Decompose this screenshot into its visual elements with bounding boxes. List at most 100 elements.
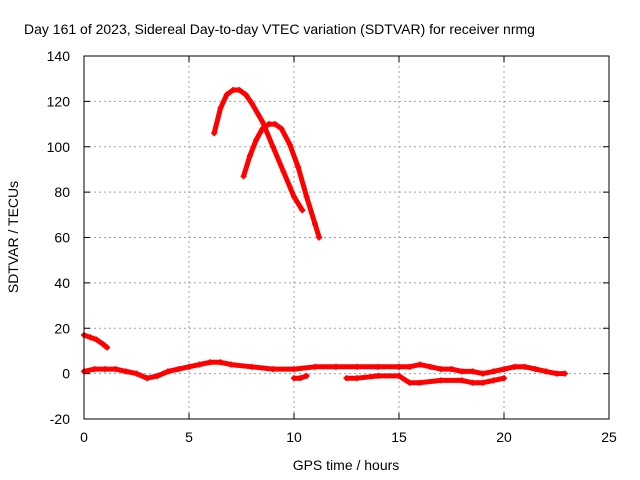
y-axis-label: SDTVAR / TECUs: [5, 181, 21, 293]
data-point: [102, 366, 108, 373]
data-point: [278, 125, 285, 132]
data-point: [316, 234, 323, 241]
y-tick-label: 0: [62, 366, 70, 382]
data-point: [396, 363, 402, 370]
data-point: [175, 366, 182, 373]
data-point: [448, 366, 455, 373]
data-point: [511, 363, 518, 370]
data-point: [438, 366, 444, 373]
data-point: [297, 375, 304, 382]
data-point: [312, 363, 318, 370]
data-point: [333, 363, 339, 370]
data-point: [196, 361, 203, 368]
data-point: [303, 372, 310, 379]
x-axis-label: GPS time / hours: [293, 457, 400, 473]
data-point: [553, 370, 560, 377]
series-track: [241, 121, 322, 240]
series-baseline-2: [396, 361, 568, 377]
data-point: [291, 193, 297, 200]
data-point: [291, 366, 297, 373]
data-point: [354, 363, 360, 370]
grid: [84, 56, 609, 419]
x-tick-label: 5: [185, 429, 193, 445]
data-point: [427, 363, 434, 370]
data-point: [112, 366, 119, 373]
data-point: [154, 372, 161, 379]
data-point: [93, 336, 100, 343]
data-point: [165, 368, 171, 375]
data-point: [249, 100, 255, 107]
data-point: [354, 375, 360, 382]
data-point: [299, 207, 306, 214]
data-point: [223, 91, 230, 98]
data-point: [99, 341, 106, 348]
data-point: [501, 375, 507, 382]
data-point: [406, 379, 413, 386]
data-point: [561, 370, 568, 377]
y-tick-label: 100: [47, 139, 71, 155]
series-lower-band: [343, 372, 507, 386]
data-point: [469, 379, 476, 386]
y-tick-label: 140: [47, 48, 71, 64]
data-point: [280, 168, 287, 175]
data-point: [133, 370, 140, 377]
data-point: [490, 368, 497, 375]
data-point: [236, 87, 243, 94]
data-point: [312, 220, 318, 227]
y-tick-label: 60: [54, 230, 70, 246]
data-point: [522, 363, 528, 370]
series-track: [344, 373, 507, 386]
data-point: [211, 130, 218, 137]
data-point: [459, 377, 465, 384]
series-track: [211, 87, 305, 213]
data-point: [240, 173, 247, 180]
data-point: [242, 91, 249, 98]
data-point: [396, 372, 402, 379]
data-point: [265, 121, 272, 128]
data-point: [286, 141, 293, 148]
data-point: [87, 334, 94, 341]
data-point: [246, 152, 253, 159]
y-tick-label: 80: [54, 184, 70, 200]
y-tick-label: -20: [50, 411, 70, 427]
data-point: [272, 121, 279, 128]
data-point: [375, 372, 381, 379]
y-tick-label: 40: [54, 275, 70, 291]
data-point: [270, 366, 276, 373]
data-point: [490, 377, 497, 384]
series-segment: [291, 372, 310, 382]
data-point: [406, 363, 413, 370]
data-point: [230, 87, 237, 94]
data-point: [469, 368, 476, 375]
axis-ticks: 0 5 10 15 20 25 -20 0 20 40 60 80 100 120 140: [47, 48, 617, 445]
x-tick-label: 20: [496, 429, 512, 445]
data-point: [217, 359, 224, 366]
data-point: [303, 193, 310, 200]
series-arc-1: [211, 87, 306, 214]
data-point: [228, 361, 234, 368]
data-point: [104, 344, 111, 351]
data-point: [375, 363, 381, 370]
data-point: [253, 136, 260, 143]
y-tick-label: 20: [54, 320, 70, 336]
series-track: [396, 362, 568, 377]
data-point: [501, 366, 507, 373]
series-short-arc: [81, 332, 111, 351]
data-point: [249, 363, 255, 370]
data-point: [259, 118, 266, 125]
data-point: [417, 361, 423, 368]
series-arc-2: [240, 121, 323, 241]
x-tick-label: 25: [601, 429, 617, 445]
data-point: [459, 368, 465, 375]
chart-title: Day 161 of 2023, Sidereal Day-to-day VTE…: [24, 21, 535, 37]
data-point: [259, 125, 266, 132]
data-point: [270, 143, 276, 150]
plot-frame: [83, 55, 610, 420]
data-point: [543, 368, 549, 375]
y-tick-label: 120: [47, 93, 71, 109]
data-point: [480, 379, 486, 386]
data-point: [532, 366, 539, 373]
data-point: [438, 377, 444, 384]
data-point: [291, 375, 297, 382]
